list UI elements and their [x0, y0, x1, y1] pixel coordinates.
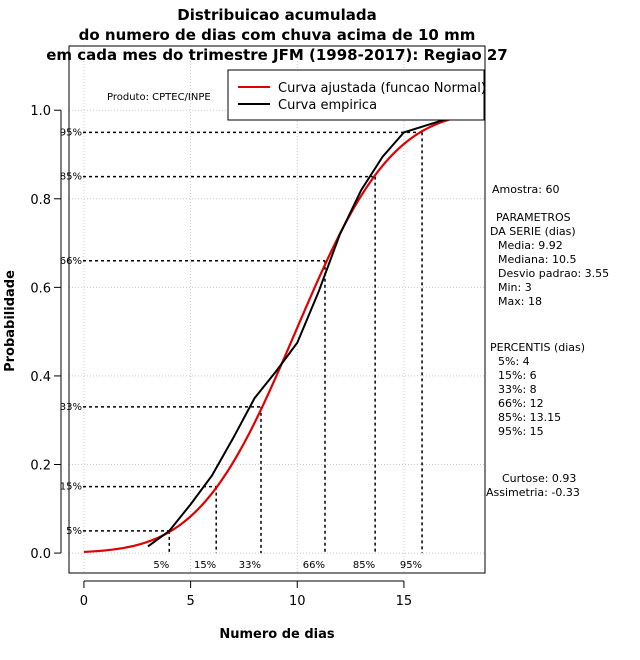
side-panel: Amostra: 60 PARAMETROS DA SERIE (dias) M…	[486, 183, 609, 499]
percentile-xlabel-2: 33%	[239, 560, 261, 571]
side-sd: Desvio padrao: 3.55	[498, 267, 609, 280]
percentile-xlabel-5: 95%	[400, 560, 422, 571]
percentile-ylabel-1: 15%	[60, 482, 82, 493]
percentile-xlabel-1: 15%	[194, 560, 216, 571]
chart-title-line-1: Distribuicao acumulada	[177, 6, 376, 24]
legend-label-fit: Curva ajustada (funcao Normal)	[278, 81, 486, 96]
percentile-lines: 5% 5% 15% 15% 33% 33% 66% 66% 85% 85% 95% 95%	[60, 127, 423, 571]
legend-label-empirical: Curva empirica	[278, 98, 377, 113]
percentile-ylabel-3: 66%	[60, 256, 82, 267]
x-tick-label-2: 10	[289, 594, 306, 609]
series-normal-fit-line	[83, 114, 469, 554]
side-p85: 85%: 13.15	[498, 411, 561, 424]
x-tick-label-3: 15	[396, 594, 413, 609]
side-p66: 66%: 12	[498, 397, 544, 410]
side-percentis-heading: PERCENTIS (dias)	[490, 341, 585, 354]
series	[83, 110, 469, 554]
side-median: Mediana: 10.5	[498, 253, 576, 266]
side-skewness: Assimetria: -0.33	[486, 486, 580, 499]
side-kurtosis: Curtose: 0.93	[502, 472, 576, 485]
y-tick-label-3: 0.6	[30, 281, 51, 296]
percentile-xlabel-0: 5%	[153, 560, 169, 571]
percentile-ylabel-4: 85%	[60, 172, 82, 183]
y-axis: 0.0 0.2 0.4 0.6 0.8 1.0	[30, 104, 62, 562]
x-tick-label-1: 5	[186, 594, 194, 609]
chart-title-line-2: do numero de dias com chuva acima de 10 …	[79, 26, 476, 44]
plot-frame	[68, 45, 486, 574]
y-tick-label-2: 0.4	[30, 370, 51, 385]
y-tick-label-5: 1.0	[30, 104, 51, 119]
producer-label: Produto: CPTEC/INPE	[107, 92, 211, 103]
percentile-ylabel-0: 5%	[66, 526, 82, 537]
y-tick-label-0: 0.0	[30, 547, 51, 562]
y-tick-label-1: 0.2	[30, 459, 51, 474]
legend: Curva ajustada (funcao Normal) Curva emp…	[227, 69, 486, 121]
side-params-heading-1: PARAMETROS	[496, 211, 571, 224]
chart-title-line-3: em cada mes do trimestre JFM (1998-2017)…	[46, 46, 508, 64]
percentile-ylabel-5: 95%	[60, 127, 82, 138]
side-p33: 33%: 8	[498, 383, 537, 396]
y-tick-label-4: 0.8	[30, 193, 51, 208]
legend-box	[227, 69, 485, 121]
percentile-xlabel-4: 85%	[353, 560, 375, 571]
side-min: Min: 3	[498, 281, 532, 294]
side-p5: 5%: 4	[498, 355, 530, 368]
side-p95: 95%: 15	[498, 425, 544, 438]
side-max: Max: 18	[498, 295, 542, 308]
side-p15: 15%: 6	[498, 369, 537, 382]
y-axis-label: Probabilidade	[3, 270, 18, 372]
side-sample: Amostra: 60	[492, 183, 559, 196]
side-params-heading-2: DA SERIE (dias)	[490, 225, 576, 238]
percentile-ylabel-2: 33%	[60, 402, 82, 413]
x-axis: 0 5 10 15	[80, 580, 413, 609]
x-tick-label-0: 0	[80, 594, 88, 609]
percentile-xlabel-3: 66%	[303, 560, 325, 571]
side-mean: Media: 9.92	[498, 239, 563, 252]
x-axis-label: Numero de dias	[219, 627, 335, 642]
series-empirical-line	[147, 110, 469, 548]
